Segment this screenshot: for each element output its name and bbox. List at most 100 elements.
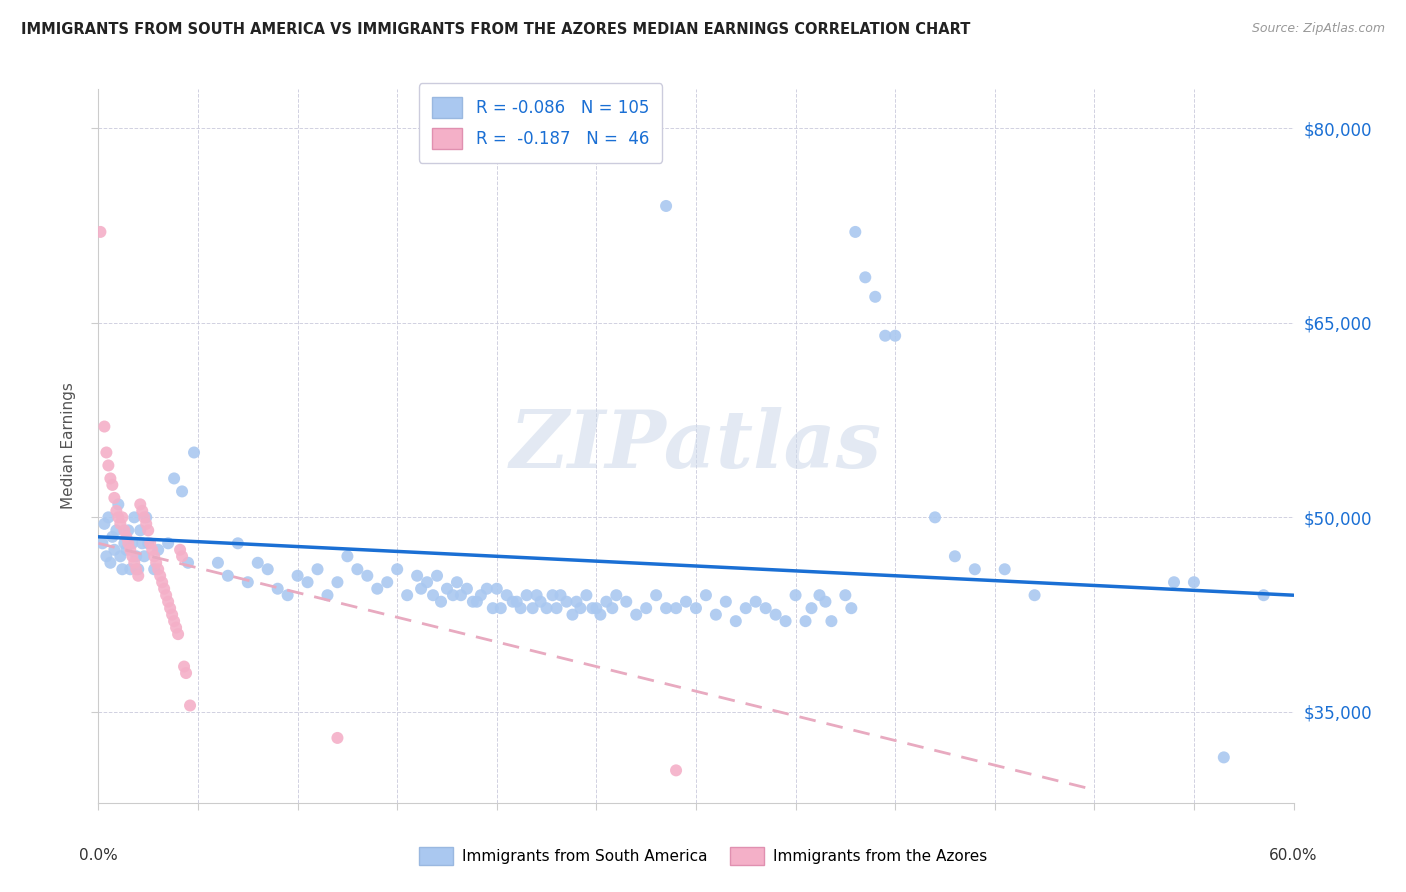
Point xyxy=(297,575,319,590)
Point xyxy=(103,491,125,505)
Point xyxy=(115,530,138,544)
Text: Source: ZipAtlas.com: Source: ZipAtlas.com xyxy=(1251,22,1385,36)
Point xyxy=(475,582,498,596)
Point xyxy=(135,510,157,524)
Point xyxy=(103,542,125,557)
Point xyxy=(172,549,194,564)
Point xyxy=(110,549,132,564)
Point xyxy=(177,556,200,570)
Point xyxy=(375,575,398,590)
Point xyxy=(426,568,449,582)
Point xyxy=(655,199,678,213)
Point xyxy=(163,614,186,628)
Point xyxy=(665,764,688,778)
Point xyxy=(561,607,583,622)
Point xyxy=(366,582,388,596)
Point xyxy=(155,588,177,602)
Point xyxy=(546,601,568,615)
Point xyxy=(595,595,617,609)
Point xyxy=(655,601,678,615)
Point xyxy=(160,607,183,622)
Point xyxy=(183,445,205,459)
Point xyxy=(865,290,887,304)
Point xyxy=(465,595,488,609)
Point xyxy=(411,582,433,596)
Point xyxy=(136,536,159,550)
Point xyxy=(236,575,259,590)
Point xyxy=(875,328,897,343)
Point xyxy=(96,549,118,564)
Point xyxy=(416,575,439,590)
Point xyxy=(569,601,592,615)
Point xyxy=(685,601,707,615)
Point xyxy=(143,549,166,564)
Point xyxy=(406,568,429,582)
Point xyxy=(287,568,309,582)
Point xyxy=(605,588,627,602)
Point xyxy=(179,698,201,713)
Point xyxy=(121,536,143,550)
Point xyxy=(141,542,163,557)
Point xyxy=(820,614,842,628)
Point xyxy=(441,588,464,602)
Point xyxy=(461,595,484,609)
Point xyxy=(326,575,349,590)
Point xyxy=(626,607,648,622)
Point xyxy=(256,562,278,576)
Point xyxy=(884,328,907,343)
Point xyxy=(111,510,134,524)
Point xyxy=(101,478,124,492)
Point xyxy=(97,510,120,524)
Point xyxy=(121,549,143,564)
Point xyxy=(994,562,1017,576)
Point xyxy=(589,607,612,622)
Point xyxy=(117,536,139,550)
Point xyxy=(148,542,170,557)
Text: IMMIGRANTS FROM SOUTH AMERICA VS IMMIGRANTS FROM THE AZORES MEDIAN EARNINGS CORR: IMMIGRANTS FROM SOUTH AMERICA VS IMMIGRA… xyxy=(21,22,970,37)
Point xyxy=(159,601,181,615)
Point xyxy=(120,542,142,557)
Point xyxy=(93,419,115,434)
Point xyxy=(775,614,797,628)
Point xyxy=(502,595,524,609)
Point xyxy=(844,225,866,239)
Point xyxy=(555,595,578,609)
Point xyxy=(93,516,115,531)
Point xyxy=(724,614,747,628)
Point xyxy=(446,575,468,590)
Point xyxy=(145,556,167,570)
Point xyxy=(924,510,946,524)
Point xyxy=(172,484,194,499)
Point xyxy=(246,556,269,570)
Point xyxy=(174,666,197,681)
Point xyxy=(785,588,807,602)
Point xyxy=(107,497,129,511)
Point xyxy=(456,582,478,596)
Point xyxy=(1253,588,1275,602)
Point xyxy=(157,536,180,550)
Point xyxy=(96,445,118,459)
Point xyxy=(150,575,173,590)
Point xyxy=(110,516,132,531)
Point xyxy=(148,562,170,576)
Point xyxy=(163,471,186,485)
Point xyxy=(127,568,149,582)
Legend: R = -0.086   N = 105, R =  -0.187   N =  46: R = -0.086 N = 105, R = -0.187 N = 46 xyxy=(419,83,662,162)
Point xyxy=(316,588,339,602)
Point xyxy=(143,562,166,576)
Point xyxy=(124,556,146,570)
Point xyxy=(277,588,299,602)
Point xyxy=(430,595,453,609)
Point xyxy=(565,595,588,609)
Point xyxy=(326,731,349,745)
Point xyxy=(97,458,120,473)
Point xyxy=(385,562,409,576)
Point xyxy=(516,588,538,602)
Point xyxy=(134,549,156,564)
Point xyxy=(226,536,249,550)
Point xyxy=(129,497,152,511)
Point xyxy=(541,588,564,602)
Point xyxy=(675,595,697,609)
Point xyxy=(134,510,156,524)
Point xyxy=(470,588,492,602)
